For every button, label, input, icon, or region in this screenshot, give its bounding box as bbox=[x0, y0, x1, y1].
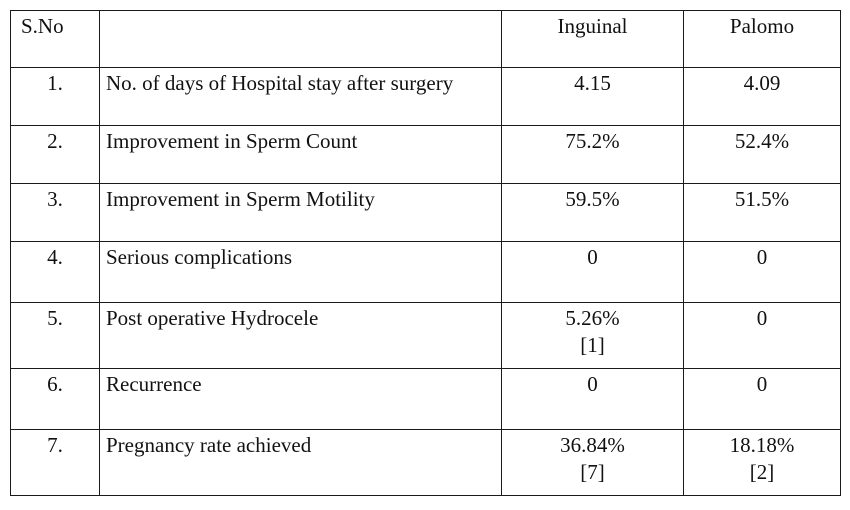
row-palomo-value: 0 bbox=[683, 368, 841, 430]
inguinal-value: 59.5% bbox=[565, 187, 620, 211]
row-palomo-value: 52.4% bbox=[683, 125, 841, 184]
header-inguinal: Inguinal bbox=[501, 10, 684, 68]
table-row: 3. Improvement in Sperm Motility 59.5% 5… bbox=[10, 183, 841, 242]
inguinal-value: 75.2% bbox=[565, 129, 620, 153]
row-inguinal-value: 5.26% [1] bbox=[501, 302, 684, 369]
palomo-reference: [2] bbox=[749, 460, 775, 484]
row-palomo-value: 0 bbox=[683, 302, 841, 369]
inguinal-value: 0 bbox=[587, 245, 598, 269]
header-palomo: Palomo bbox=[683, 10, 841, 68]
row-palomo-value: 4.09 bbox=[683, 67, 841, 126]
row-inguinal-value: 4.15 bbox=[501, 67, 684, 126]
inguinal-reference: [7] bbox=[580, 460, 605, 484]
header-parameter bbox=[99, 10, 502, 68]
row-inguinal-value: 59.5% bbox=[501, 183, 684, 242]
table-row: 4. Serious complications 0 0 bbox=[10, 241, 841, 303]
inguinal-reference: [1] bbox=[580, 333, 605, 357]
row-sno: 7. bbox=[10, 429, 100, 496]
row-sno: 3. bbox=[10, 183, 100, 242]
table-row: 2. Improvement in Sperm Count 75.2% 52.4… bbox=[10, 125, 841, 184]
header-row: S.No Inguinal Palomo bbox=[10, 10, 841, 68]
palomo-value: 51.5% bbox=[734, 187, 790, 211]
palomo-value: 0 bbox=[756, 372, 768, 396]
palomo-value: 0 bbox=[756, 245, 768, 269]
row-sno: 4. bbox=[10, 241, 100, 303]
row-parameter: Recurrence bbox=[99, 368, 502, 430]
row-sno: 6. bbox=[10, 368, 100, 430]
row-parameter: No. of days of Hospital stay after surge… bbox=[99, 67, 502, 126]
table-row: 1. No. of days of Hospital stay after su… bbox=[10, 67, 841, 126]
palomo-value: 18.18% bbox=[729, 433, 795, 457]
row-sno: 1. bbox=[10, 67, 100, 126]
row-inguinal-value: 75.2% bbox=[501, 125, 684, 184]
row-inguinal-value: 0 bbox=[501, 241, 684, 303]
row-parameter: Serious complications bbox=[99, 241, 502, 303]
header-sno: S.No bbox=[10, 10, 100, 68]
row-parameter: Post operative Hydrocele bbox=[99, 302, 502, 369]
row-sno: 5. bbox=[10, 302, 100, 369]
table-row: 6. Recurrence 0 0 bbox=[10, 368, 841, 430]
row-parameter: Pregnancy rate achieved bbox=[99, 429, 502, 496]
inguinal-value: 5.26% bbox=[565, 306, 620, 330]
inguinal-value: 36.84% bbox=[560, 433, 625, 457]
row-inguinal-value: 0 bbox=[501, 368, 684, 430]
row-palomo-value: 0 bbox=[683, 241, 841, 303]
palomo-value: 52.4% bbox=[734, 129, 790, 153]
inguinal-value: 4.15 bbox=[574, 71, 611, 95]
palomo-value: 0 bbox=[756, 306, 768, 330]
table-row: 5. Post operative Hydrocele 5.26% [1] 0 bbox=[10, 302, 841, 369]
palomo-value: 4.09 bbox=[743, 71, 781, 95]
row-parameter: Improvement in Sperm Count bbox=[99, 125, 502, 184]
row-sno: 2. bbox=[10, 125, 100, 184]
row-palomo-value: 18.18% [2] bbox=[683, 429, 841, 496]
table-row: 7. Pregnancy rate achieved 36.84% [7] 18… bbox=[10, 429, 841, 496]
comparison-table: S.No Inguinal Palomo 1. No. of days of H… bbox=[10, 10, 841, 496]
row-inguinal-value: 36.84% [7] bbox=[501, 429, 684, 496]
row-parameter: Improvement in Sperm Motility bbox=[99, 183, 502, 242]
row-palomo-value: 51.5% bbox=[683, 183, 841, 242]
inguinal-value: 0 bbox=[587, 372, 598, 396]
